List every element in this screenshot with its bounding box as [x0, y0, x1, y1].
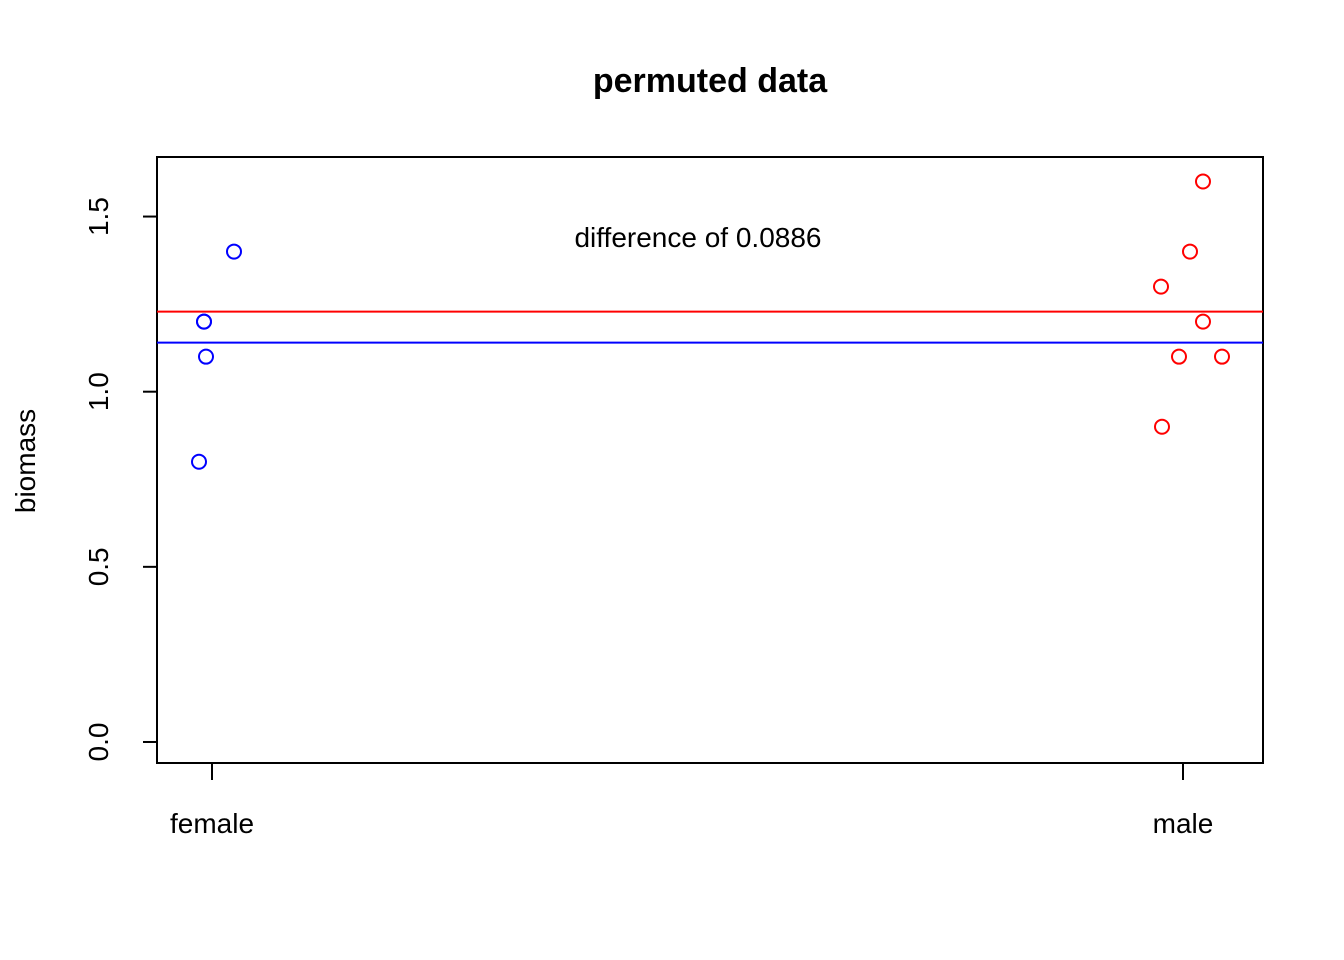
y-tick-label: 1.5: [83, 197, 114, 236]
data-point-male: [1182, 243, 1198, 260]
x-tick-label-male: male: [1153, 808, 1214, 839]
x-tick-label-female: female: [170, 808, 254, 839]
y-tick-label: 1.0: [83, 372, 114, 411]
data-point-female: [198, 348, 214, 365]
data-point-male: [1214, 348, 1230, 365]
data-point-female: [191, 453, 207, 470]
data-point-male: [1154, 418, 1170, 435]
y-axis-label: biomass: [10, 409, 41, 513]
data-point-female: [196, 313, 212, 330]
chart-title: permuted data: [593, 62, 828, 100]
y-tick-label: 0.0: [83, 723, 114, 762]
data-point-male: [1195, 313, 1211, 330]
plot-area: 0.0 0.5 1.0 1.5 female male: [83, 156, 1264, 839]
data-point-female: [226, 243, 242, 260]
data-point-male: [1153, 278, 1169, 295]
data-point-male: [1195, 173, 1211, 190]
plot-frame: [156, 156, 1264, 764]
difference-annotation: difference of 0.0886: [574, 222, 821, 253]
y-tick-label: 0.5: [83, 547, 114, 586]
data-point-male: [1171, 348, 1187, 365]
